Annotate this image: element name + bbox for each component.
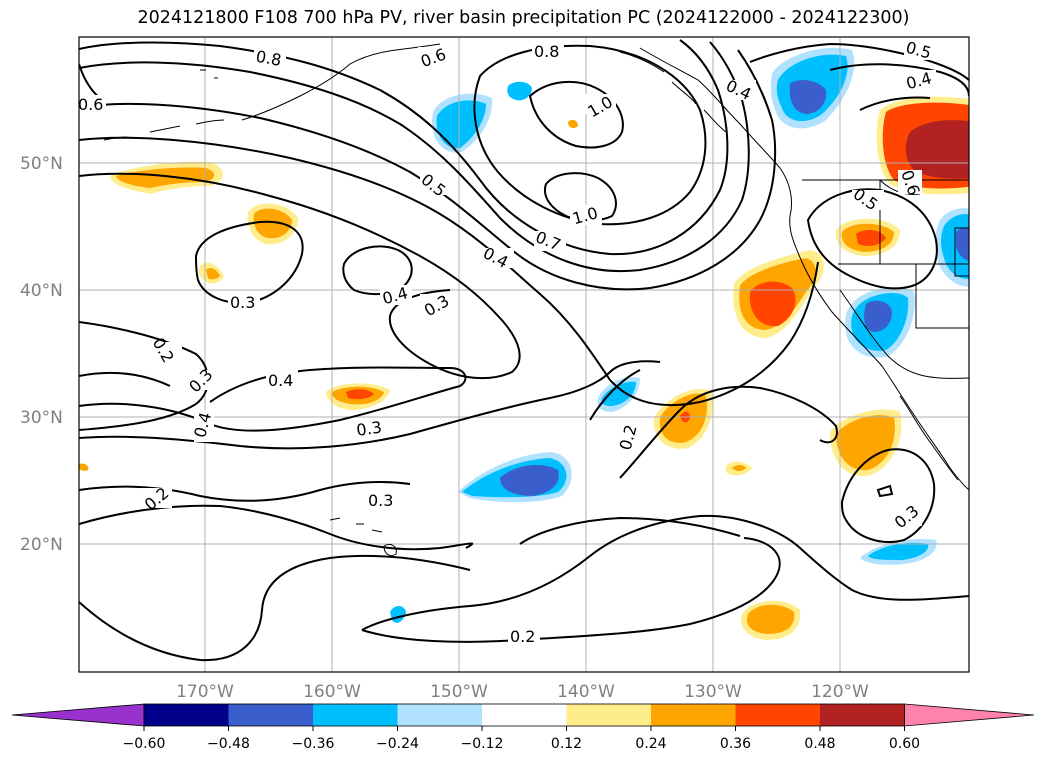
positive-anomaly <box>206 268 220 280</box>
colorbar-tick-label: 0.12 <box>551 736 582 752</box>
colorbar-tick-label: 0.24 <box>635 736 666 752</box>
positive-anomaly <box>116 167 215 188</box>
colorbar-segment <box>566 704 651 726</box>
lon-label: 140°W <box>557 682 615 702</box>
latitude-labels: 50°N 40°N 30°N 20°N <box>20 154 63 555</box>
lat-label: 50°N <box>20 154 63 174</box>
colorbar-segment <box>144 704 229 726</box>
negative-anomaly <box>956 227 969 262</box>
lat-label: 20°N <box>20 535 63 555</box>
positive-anomaly <box>836 415 895 471</box>
positive-anomaly <box>856 229 886 246</box>
colorbar: −0.60 −0.48 −0.36 −0.24 −0.12 0.12 0.24 0.36 0.4… <box>11 703 1035 752</box>
positive-anomaly <box>79 463 89 471</box>
positive-anomaly <box>746 604 795 634</box>
contour-label: 0.3 <box>230 293 255 312</box>
lon-label: 130°W <box>684 682 742 702</box>
contour-label: 0.8 <box>534 42 559 61</box>
colorbar-segment <box>651 704 736 726</box>
colorbar-extend-low <box>11 703 145 727</box>
colorbar-tick-label: −0.60 <box>123 736 166 752</box>
contour-label: 0.4 <box>268 371 293 390</box>
lon-label: 120°W <box>811 682 869 702</box>
colorbar-extend-high <box>904 703 1035 727</box>
positive-anomaly <box>253 208 292 239</box>
contour-label: 0.3 <box>368 491 393 510</box>
colorbar-tick-label: 0.48 <box>804 736 835 752</box>
coastlines <box>103 43 969 557</box>
colorbar-tick-label: −0.36 <box>292 736 335 752</box>
negative-anomaly <box>500 464 559 496</box>
positive-anomaly <box>749 281 796 327</box>
contour-label: 0.2 <box>510 627 535 646</box>
positive-anomaly <box>346 389 374 400</box>
map-area <box>79 37 969 672</box>
colorbar-tick-label: −0.12 <box>461 736 504 752</box>
negative-anomaly <box>507 81 532 101</box>
lon-label: 150°W <box>430 682 488 702</box>
colorbar-tick-label: 0.36 <box>720 736 751 752</box>
negative-anomaly <box>789 80 827 114</box>
positive-anomaly <box>568 119 578 129</box>
colorbar-segment <box>313 704 398 726</box>
colorbar-segment <box>397 704 482 726</box>
colorbar-tick-label: −0.48 <box>207 736 250 752</box>
precip-shading <box>79 47 969 640</box>
lon-label: 170°W <box>176 682 234 702</box>
contour-label: 0.3 <box>355 417 383 439</box>
contour-label: 0.8 <box>254 47 282 70</box>
negative-anomaly <box>601 381 636 406</box>
lat-label: 40°N <box>20 281 63 301</box>
lat-label: 30°N <box>20 408 63 428</box>
colorbar-segment <box>482 704 567 726</box>
colorbar-tick-label: −0.24 <box>376 736 419 752</box>
colorbar-tick-label: 0.60 <box>889 736 920 752</box>
colorbar-segment <box>820 704 905 726</box>
colorbar-segment <box>228 704 313 726</box>
colorbar-outline <box>143 703 905 727</box>
lon-label: 160°W <box>303 682 361 702</box>
map-title: 2024121800 F108 700 hPa PV, river basin … <box>137 8 910 28</box>
positive-anomaly <box>732 465 746 471</box>
longitude-labels: 170°W 160°W 150°W 140°W 130°W 120°W <box>176 682 869 702</box>
positive-anomaly <box>905 120 969 179</box>
contour-label: 0.6 <box>78 95 103 114</box>
negative-anomaly <box>864 300 892 332</box>
colorbar-segment <box>735 704 820 726</box>
negative-anomaly <box>868 542 929 560</box>
map-border <box>78 36 970 673</box>
